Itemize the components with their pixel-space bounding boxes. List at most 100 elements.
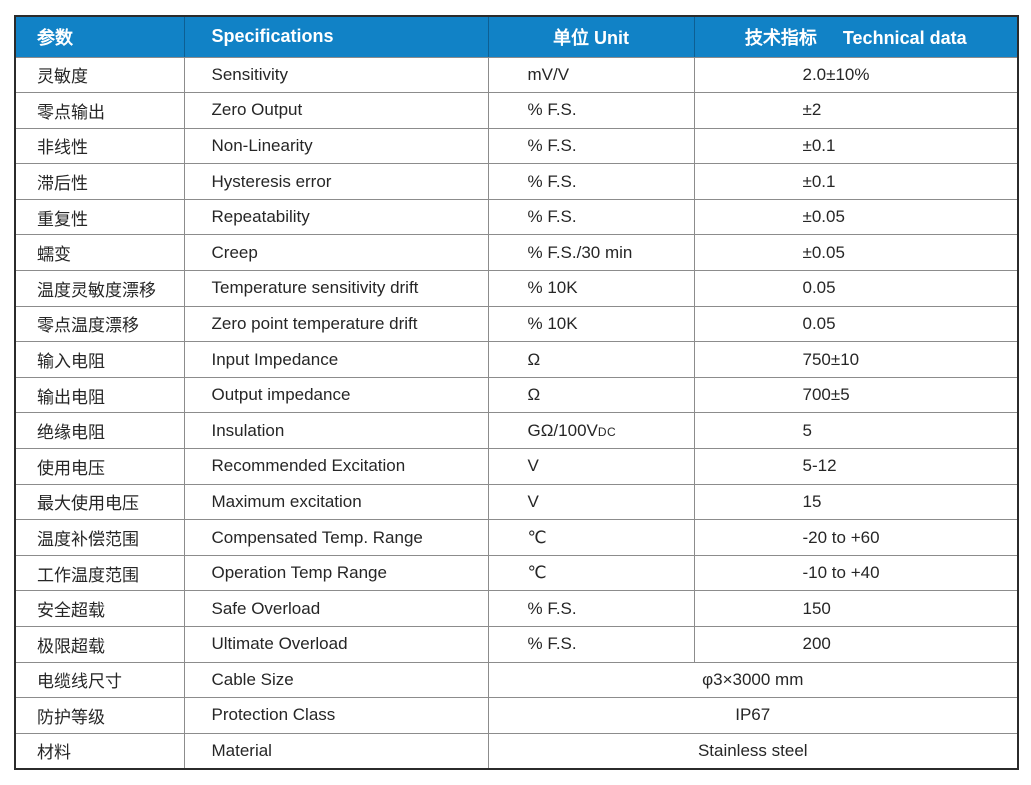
param-name-en: Safe Overload (183, 590, 489, 627)
unit-cell: % F.S. (487, 92, 695, 129)
table-row: 灵敏度 Sensitivity mV/V 2.0±10% (15, 56, 1018, 94)
header-spec-label: Specifications (211, 26, 334, 47)
table-row: 零点温度漂移 Zero point temperature drift% 10K 0… (15, 305, 1018, 343)
merged-value: Stainless steel (487, 732, 1018, 769)
table-row: 输出电阻 Output impedance Ω 700±5 (15, 376, 1018, 414)
param-name-en: Ultimate Overload (183, 626, 489, 663)
header-cell-param: 参数 (15, 16, 184, 58)
table-row: 最大使用电压 Maximum excitation V 15 (15, 483, 1018, 521)
param-name-cn: 输入电阻 (15, 341, 185, 378)
technical-data-value: 5-12 (693, 448, 1018, 485)
table-row: 重复性 Repeatability% F.S. ±0.05 (15, 198, 1018, 236)
unit-cell: % F.S. (487, 198, 695, 236)
table-row: 安全超载 Safe Overload% F.S. 150 (15, 590, 1018, 627)
param-name-cn: 使用电压 (15, 448, 185, 485)
table-header: 参数 Specifications 单位 Unit 技术指标 Technical … (15, 16, 1018, 58)
table-row: 非线性 Non-Linearity% F.S. ±0.1 (15, 127, 1018, 165)
header-row: 参数 Specifications 单位 Unit 技术指标 Technical … (15, 16, 1018, 58)
table-row: 蠕变 Creep% F.S./30 min ±0.05 (15, 234, 1018, 272)
param-name-cn: 电缆线尺寸 (15, 661, 185, 699)
technical-data-value: 200 (693, 626, 1018, 663)
header-cell-specifications: Specifications (183, 16, 488, 58)
table-row: 工作温度范围 Operation Temp Range ℃ -10 to +40 (15, 554, 1018, 592)
param-name-en: Material (183, 732, 489, 769)
unit-cell: % F.S. (487, 127, 695, 165)
param-name-en: Output impedance (183, 376, 489, 414)
merged-value: φ3×3000 mm (487, 661, 1018, 699)
param-name-cn: 工作温度范围 (15, 554, 185, 592)
param-name-en: Temperature sensitivity drift (183, 270, 489, 307)
param-name-cn: 零点温度漂移 (15, 305, 185, 343)
unit-cell: % F.S. (487, 590, 695, 627)
technical-data-value: -10 to +40 (693, 554, 1018, 592)
header-cell-unit: 单位 Unit (487, 16, 694, 58)
param-name-en: Creep (183, 234, 489, 272)
header-cell-technical-data: 技术指标 Technical data (693, 16, 1018, 58)
unit-subscript: DC (597, 424, 617, 439)
param-name-en: Input Impedance (183, 341, 489, 378)
param-name-cn: 防护等级 (15, 697, 185, 734)
param-name-cn: 输出电阻 (15, 376, 185, 414)
unit-cell: Ω (487, 341, 695, 378)
param-name-cn: 蠕变 (15, 234, 185, 272)
header-unit-label: 单位 Unit (553, 27, 629, 48)
table-row: 温度灵敏度漂移 Temperature sensitivity drift% 10… (15, 270, 1018, 307)
table-row: 滞后性 Hysteresis error% F.S. ±0.1 (15, 163, 1018, 200)
param-name-en: Insulation (183, 412, 489, 450)
table-row: 输入电阻 Input Impedance Ω 750±10 (15, 341, 1018, 378)
header-tech-cn-label: 技术指标 (744, 27, 817, 48)
technical-data-value: ±2 (693, 92, 1018, 129)
header-param-label: 参数 (37, 27, 73, 48)
param-name-en: Repeatability (183, 198, 489, 236)
technical-data-value: 2.0±10% (693, 56, 1018, 94)
param-name-cn: 滞后性 (15, 163, 185, 200)
param-name-en: Recommended Excitation (183, 448, 489, 485)
param-name-en: Non-Linearity (183, 127, 489, 165)
unit-cell: ℃ (487, 554, 695, 592)
table-row: 使用电压 Recommended Excitation V 5-12 (15, 448, 1018, 485)
unit-cell: V (487, 483, 695, 521)
technical-data-value: 700±5 (693, 376, 1018, 414)
param-name-cn: 极限超载 (15, 626, 185, 663)
unit-cell: % F.S. (487, 163, 695, 200)
spec-table-container: 参数 Specifications 单位 Unit 技术指标 Technical … (14, 15, 1019, 770)
param-name-cn: 温度灵敏度漂移 (15, 270, 185, 307)
param-name-en: Operation Temp Range (183, 554, 489, 592)
unit-cell: % F.S./30 min (487, 234, 695, 272)
technical-data-value: 0.05 (693, 270, 1018, 307)
unit-cell: % 10K (487, 270, 695, 307)
param-name-cn: 材料 (15, 732, 185, 769)
technical-data-value: 150 (693, 590, 1018, 627)
param-name-en: Protection Class (183, 697, 489, 734)
param-name-en: Zero Output (183, 92, 489, 129)
param-name-en: Compensated Temp. Range (183, 519, 489, 556)
header-tech-en-label: Technical data (842, 27, 967, 48)
technical-data-value: -20 to +60 (693, 519, 1018, 556)
table-row: 防护等级 Protection Class IP67 (15, 697, 1018, 734)
unit-cell: mV/V (487, 56, 695, 94)
technical-data-value: ±0.1 (693, 163, 1018, 200)
param-name-en: Sensitivity (183, 56, 489, 94)
technical-data-value: 750±10 (693, 341, 1018, 378)
param-name-cn: 绝缘电阻 (15, 412, 185, 450)
unit-cell: % F.S. (487, 626, 695, 663)
param-name-cn: 零点输出 (15, 92, 185, 129)
param-name-cn: 温度补偿范围 (15, 519, 185, 556)
technical-data-value: ±0.05 (693, 198, 1018, 236)
table-body: 灵敏度 Sensitivity mV/V 2.0±10% 零点输出 Zero Output… (15, 56, 1018, 769)
table-row: 材料 Material Stainless steel (15, 732, 1018, 769)
unit-cell: V (487, 448, 695, 485)
technical-data-value: 15 (693, 483, 1018, 521)
unit-cell: Ω (487, 376, 695, 414)
merged-value: IP67 (487, 697, 1018, 734)
param-name-en: Maximum excitation (183, 483, 489, 521)
param-name-cn: 最大使用电压 (15, 483, 185, 521)
unit-cell: % 10K (487, 305, 695, 343)
technical-data-value: 0.05 (693, 305, 1018, 343)
table-row: 温度补偿范围 Compensated Temp. Range ℃ -20 to +60 (15, 519, 1018, 556)
technical-data-value: ±0.05 (693, 234, 1018, 272)
table-row: 绝缘电阻 Insulation GΩ/100VDC 5 (15, 412, 1018, 450)
param-name-cn: 灵敏度 (15, 56, 185, 94)
param-name-cn: 非线性 (15, 127, 185, 165)
